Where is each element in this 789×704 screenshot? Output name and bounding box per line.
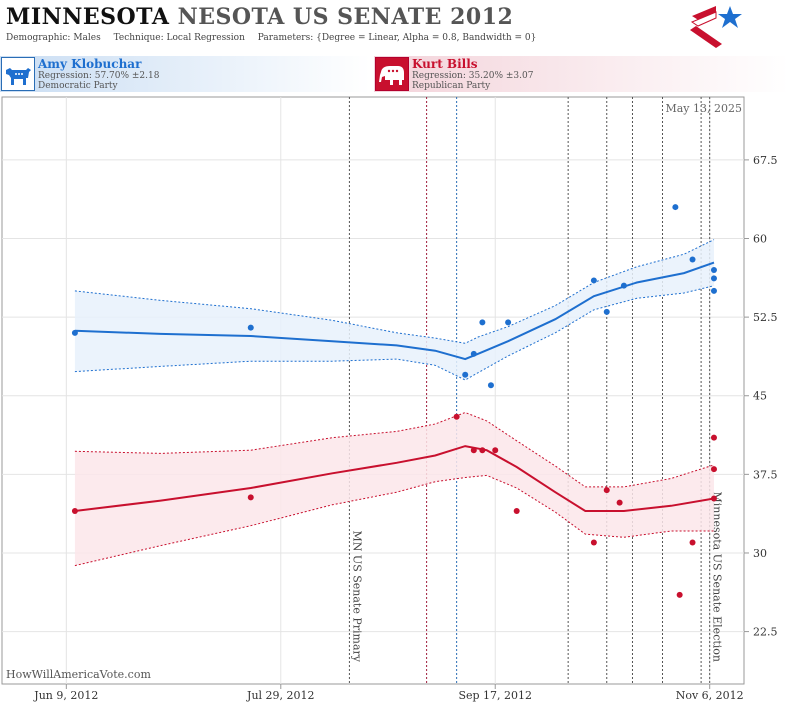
- data-point: [492, 447, 499, 454]
- rep-name: Kurt Bills: [412, 57, 478, 71]
- data-point: [470, 447, 477, 454]
- donkey-icon: [1, 57, 35, 91]
- candidate-rep: Kurt Bills Regression: 35.20% ±3.07 Repu…: [374, 56, 789, 92]
- data-point: [590, 277, 597, 284]
- watermark: HowWillAmericaVote.com: [6, 668, 151, 681]
- data-point: [590, 539, 597, 546]
- band-lower: [74, 474, 714, 567]
- regression-line: [74, 261, 715, 361]
- data-point: [620, 282, 627, 289]
- data-point: [462, 371, 469, 378]
- data-point: [505, 319, 512, 326]
- technique-value: Local Regression: [166, 33, 245, 43]
- chart-meta: Demographic: Males Technique: Local Regr…: [6, 33, 536, 43]
- dem-party: Democratic Party: [38, 81, 118, 91]
- data-point: [710, 287, 717, 294]
- y-tick-label: 67.5: [753, 154, 778, 167]
- plot-frame: [1, 96, 745, 685]
- data-point: [616, 499, 623, 506]
- x-tick-label: Jun 9, 2012: [33, 689, 98, 702]
- candidate-dem: Amy Klobuchar Regression: 57.70% ±2.18 D…: [0, 56, 370, 92]
- title-rest: NESOTA US SENATE 2012: [177, 4, 514, 30]
- data-point: [710, 466, 717, 473]
- event-label: MN US Senate Primary: [350, 531, 363, 663]
- y-tick-label: 37.5: [753, 468, 778, 481]
- elephant-icon: [375, 57, 409, 91]
- y-tick-label: 45: [753, 390, 767, 403]
- axes: 22.5 30 37.5 45 52.5 60 67.5 Jun 9, 2012 Jul 29,…: [33, 154, 777, 702]
- confidence-bands: [74, 239, 715, 567]
- band-upper: [74, 239, 715, 344]
- data-point: [672, 204, 679, 211]
- parameters-label: Parameters:: [257, 33, 314, 43]
- x-tick-label: Sep 17, 2012: [458, 689, 532, 702]
- regression-line: [74, 445, 715, 512]
- y-tick-label: 30: [753, 547, 767, 560]
- demographic-label: Demographic:: [6, 33, 71, 43]
- data-point: [479, 319, 486, 326]
- x-tick-label: Nov 6, 2012: [676, 689, 744, 702]
- data-point: [479, 447, 486, 454]
- confidence-band: [74, 239, 714, 380]
- header: MINNESOTA NESOTA US SENATE 2012 Demograp…: [0, 0, 789, 50]
- data-point: [71, 508, 78, 515]
- title-state: MINNESOTA: [6, 4, 170, 30]
- band-lower: [74, 285, 715, 381]
- data-point: [470, 350, 477, 357]
- dem-regression: Regression: 57.70% ±2.18: [38, 71, 160, 81]
- technique-label: Technique:: [113, 33, 164, 43]
- chart: MN US Senate Primary Minnesota US Senate …: [1, 96, 778, 702]
- rep-regression: Regression: 35.20% ±3.07: [412, 71, 534, 81]
- date-label: May 13, 2025: [665, 102, 742, 115]
- data-point: [247, 324, 254, 331]
- event-label: Minnesota US Senate Election: [711, 492, 724, 662]
- confidence-band: [74, 412, 714, 566]
- y-tick-label: 52.5: [753, 311, 778, 324]
- data-point: [710, 266, 717, 273]
- data-point: [710, 495, 717, 502]
- data-point: [603, 308, 610, 315]
- poll-points: [71, 204, 717, 598]
- data-point: [710, 434, 717, 441]
- band-upper: [74, 411, 715, 488]
- data-point: [453, 413, 460, 420]
- parameters-value: {Degree = Linear, Alpha = 0.8, Bandwidth…: [316, 33, 537, 43]
- rep-party: Republican Party: [412, 81, 491, 91]
- demographic-value: Males: [73, 33, 101, 43]
- dem-name: Amy Klobuchar: [38, 57, 142, 71]
- data-point: [603, 487, 610, 494]
- data-point: [676, 591, 683, 598]
- data-point: [487, 382, 494, 389]
- page-title: MINNESOTA NESOTA US SENATE 2012: [6, 4, 513, 30]
- data-point: [71, 329, 78, 336]
- data-point: [689, 539, 696, 546]
- data-point: [247, 494, 254, 501]
- regression-lines: [74, 261, 715, 512]
- x-tick-label: Jul 29, 2012: [246, 689, 315, 702]
- data-point: [689, 256, 696, 263]
- y-tick-label: 60: [753, 233, 767, 246]
- event-lines: MN US Senate Primary Minnesota US Senate …: [348, 97, 724, 684]
- y-tick-label: 22.5: [753, 626, 778, 639]
- site-logo-icon: [690, 6, 742, 48]
- data-point: [710, 275, 717, 282]
- data-point: [513, 508, 520, 515]
